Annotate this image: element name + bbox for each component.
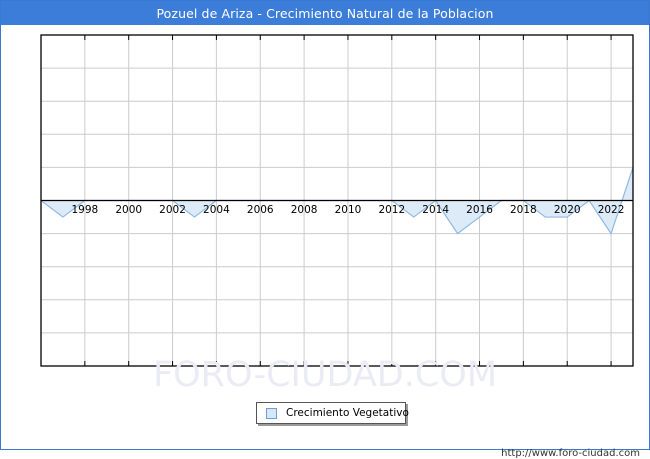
axis-frame [40, 34, 634, 367]
x-axis-tick-label: 2020 [553, 203, 581, 216]
x-axis-tick-label: 2000 [115, 203, 143, 216]
legend-swatch-crecimiento-vegetativo [266, 407, 277, 419]
x-axis-tick-label: 2016 [466, 203, 493, 216]
window-title-bar: Pozuel de Ariza - Crecimiento Natural de… [1, 1, 649, 25]
x-axis-tick-label: 2004 [203, 203, 230, 216]
x-axis-tick-labels: 1998 2000 2002 2004 2006 2008 2010 2012 2014 2016… [1, 25, 649, 449]
x-axis-tick-label: 2002 [159, 203, 186, 216]
legend-label-crecimiento-vegetativo: Crecimiento Vegetativo [286, 407, 409, 419]
chart-canvas [40, 34, 634, 367]
axis-ticks [84, 35, 612, 366]
x-axis-tick-label: 2008 [290, 203, 318, 216]
x-axis-tick-label: 2010 [334, 203, 362, 216]
plot-border [40, 34, 634, 367]
x-axis-tick-label: 2006 [246, 203, 274, 216]
x-axis-tick-label: 2022 [597, 203, 625, 216]
legend: Crecimiento Vegetativo [256, 402, 409, 424]
x-axis-tick-label: 2018 [509, 203, 537, 216]
plot-area: 1086420-2-4-6-8-10 199820002002200420062… [1, 25, 649, 459]
chart-title: Pozuel de Ariza - Crecimiento Natural de… [156, 5, 494, 21]
x-axis-tick-label: 1998 [71, 203, 99, 216]
x-axis-tick-label: 2014 [422, 203, 450, 216]
x-axis-tick-label: 2012 [378, 203, 406, 216]
